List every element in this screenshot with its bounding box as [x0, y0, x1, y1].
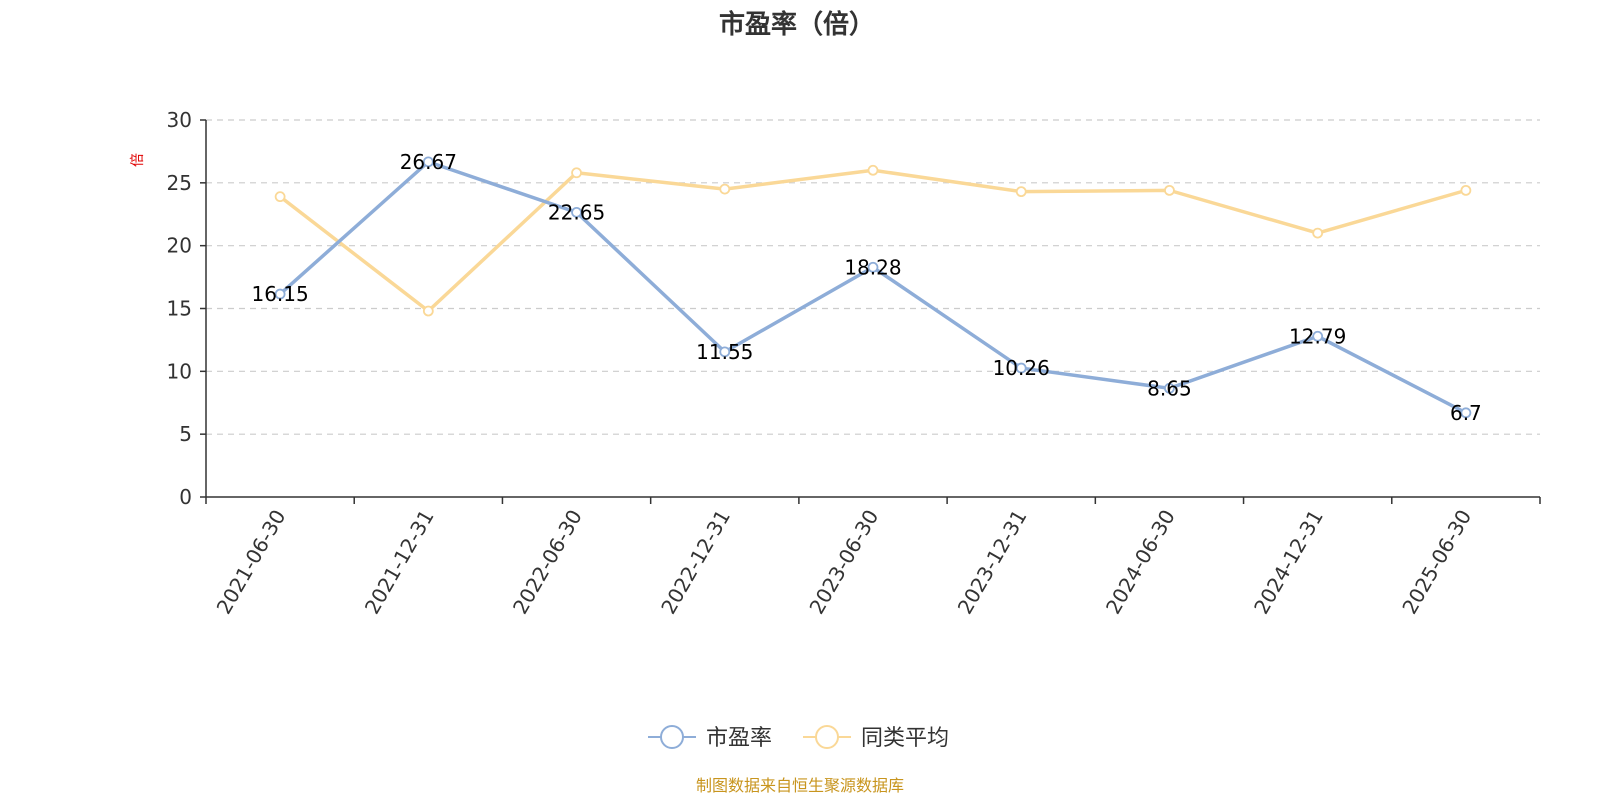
y-tick-label-10: 10 [167, 359, 192, 383]
legend-label-1: 同类平均 [861, 726, 949, 751]
data-label-8: 6.7 [1450, 401, 1482, 425]
x-tick-label-2021-06-30: 2021-06-30 [212, 506, 291, 619]
y-tick-label-20: 20 [167, 234, 192, 258]
y-axis-unit: 倍 [130, 153, 146, 167]
source-note: 制图数据来自恒生聚源数据库 [696, 776, 904, 795]
point-1-6 [1165, 186, 1174, 195]
data-label-1: 26.67 [400, 150, 457, 174]
point-1-5 [1017, 187, 1026, 196]
point-1-7 [1313, 229, 1322, 238]
legend-marker-0 [661, 726, 683, 748]
point-1-2 [572, 168, 581, 177]
x-tick-label-2022-12-31: 2022-12-31 [656, 506, 735, 619]
y-tick-label-25: 25 [167, 171, 192, 195]
legend-marker-1 [816, 726, 838, 748]
data-label-3: 11.55 [696, 340, 753, 364]
data-label-2: 22.65 [548, 200, 605, 224]
x-tick-label-2021-12-31: 2021-12-31 [360, 506, 439, 619]
series-line-0 [280, 162, 1466, 413]
data-label-0: 16.15 [251, 282, 308, 306]
series-lines [280, 162, 1466, 413]
x-tick-label-2024-06-30: 2024-06-30 [1101, 506, 1180, 619]
point-1-4 [869, 166, 878, 175]
legend-item-pe: 市盈率 [648, 726, 772, 751]
x-tick-label-2023-12-31: 2023-12-31 [953, 506, 1032, 619]
point-1-1 [424, 307, 433, 316]
x-tick-label-2023-06-30: 2023-06-30 [804, 506, 883, 619]
data-label-7: 12.79 [1289, 324, 1346, 348]
legend: 市盈率 同类平均 [648, 726, 949, 751]
data-labels: 16.15 26.67 22.65 11.55 18.28 10.26 8.65 12.79 6… [251, 150, 1481, 425]
series-line-1 [280, 170, 1466, 311]
y-tick-label-15: 15 [167, 297, 192, 321]
pe-ratio-chart: 市盈率（倍） 倍 0 5 10 15 20 25 30 2021-06-30 2021-12-3… [0, 0, 1600, 800]
x-tick-label-2025-06-30: 2025-06-30 [1397, 506, 1476, 619]
legend-item-avg: 同类平均 [803, 726, 949, 751]
point-1-3 [720, 185, 729, 194]
data-label-6: 8.65 [1147, 376, 1192, 400]
x-tick-label-2024-12-31: 2024-12-31 [1249, 506, 1328, 619]
y-tick-label-5: 5 [179, 422, 192, 446]
chart-title: 市盈率（倍） [719, 9, 875, 40]
y-tick-label-0: 0 [179, 485, 192, 509]
y-tick-label-30: 30 [167, 108, 192, 132]
data-label-4: 18.28 [844, 255, 901, 279]
point-1-8 [1461, 186, 1470, 195]
x-tick-label-2022-06-30: 2022-06-30 [508, 506, 587, 619]
point-1-0 [276, 192, 285, 201]
data-label-5: 10.26 [993, 356, 1050, 380]
axes: 0 5 10 15 20 25 30 2021-06-30 2021-12-31 2022-06-… [167, 108, 1540, 618]
legend-label-0: 市盈率 [706, 726, 772, 751]
